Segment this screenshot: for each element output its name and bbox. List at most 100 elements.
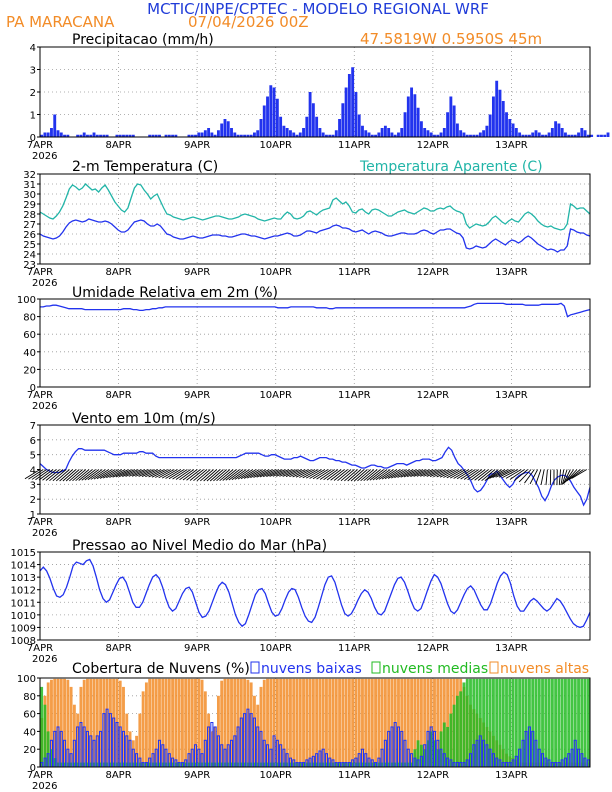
- wind-barb: [158, 469, 175, 479]
- precip-bar: [374, 134, 378, 137]
- cloud-bar: [325, 678, 328, 767]
- wind-barb: [250, 469, 267, 479]
- precip-bar: [187, 134, 191, 137]
- precip-bar: [82, 132, 86, 137]
- cloud-bar: [187, 762, 191, 767]
- cloud-bar: [383, 678, 387, 767]
- wind-barb: [65, 469, 80, 482]
- wind-barb: [509, 469, 525, 480]
- wind-barb: [141, 469, 159, 477]
- wind-barb: [81, 469, 96, 481]
- wind-barb: [357, 469, 371, 482]
- precip-bar: [603, 134, 607, 137]
- wind-barb: [571, 469, 587, 479]
- precip-bar: [105, 134, 109, 137]
- cloud-bar: [403, 678, 407, 767]
- wind-xtick-label: 11APR: [338, 517, 371, 528]
- precip-bar: [501, 101, 505, 137]
- wind-barb: [78, 469, 93, 481]
- wind-barb: [90, 469, 106, 480]
- precip-bar: [570, 134, 574, 137]
- wind-barb: [49, 469, 64, 482]
- press-ytick-label: 1013: [11, 573, 36, 584]
- precip-bar: [256, 130, 260, 137]
- wind-barb: [403, 469, 420, 478]
- cloud-bar: [131, 762, 135, 767]
- precip-bar: [190, 134, 194, 137]
- humid-ytick-label: 100: [17, 295, 36, 306]
- precip-bar: [154, 134, 158, 137]
- cloud-bar: [177, 762, 181, 767]
- cloud-bar: [361, 678, 364, 767]
- cloud-bar: [452, 704, 456, 767]
- clouds-xtick-label: 8APR: [105, 770, 131, 781]
- cloud-bar: [331, 678, 335, 767]
- wind-barb: [400, 469, 417, 478]
- precip-bar: [86, 134, 89, 137]
- cloud-bar: [351, 762, 355, 767]
- wind-barb: [262, 469, 280, 478]
- wind-barb: [69, 469, 83, 482]
- wind-barb: [148, 469, 165, 478]
- cloud-bar: [197, 678, 201, 767]
- wind-barb: [93, 469, 109, 480]
- wind-barb: [179, 469, 195, 481]
- wind-barb: [363, 469, 378, 482]
- cloud-bar: [230, 762, 233, 767]
- cloud-bar: [243, 678, 247, 767]
- cloud-bar: [272, 762, 276, 767]
- precip-bar: [338, 119, 341, 137]
- precip-bar: [485, 125, 489, 137]
- cloud-bar: [475, 678, 479, 767]
- wind-barb: [323, 469, 339, 481]
- cloud-bar: [413, 678, 417, 767]
- precip-bar: [148, 134, 152, 137]
- cloud-bar: [154, 762, 158, 767]
- precip-bar: [282, 125, 286, 137]
- wind-barb: [360, 469, 375, 482]
- cloud-bar: [364, 678, 368, 767]
- cloud-bar: [308, 762, 312, 767]
- cloud-bar: [328, 762, 332, 767]
- precip-bar: [194, 134, 197, 137]
- wind-barb: [31, 469, 47, 480]
- cloud-bar: [272, 678, 276, 767]
- precip-bar: [328, 134, 332, 137]
- precip-bar: [305, 116, 309, 137]
- temp-frame: [39, 173, 591, 265]
- cloud-bar: [442, 722, 446, 767]
- precip-bar: [383, 125, 387, 137]
- humid-frame: [39, 298, 591, 388]
- legend-mid-swatch: [371, 661, 381, 674]
- temp-ytick-label: 30: [23, 190, 36, 201]
- wind-barb: [135, 469, 152, 477]
- cloud-bar: [216, 762, 220, 767]
- header-run: 07/04/2026 00Z: [188, 13, 309, 31]
- precip-bar: [292, 132, 296, 137]
- cloud-bar: [164, 678, 168, 767]
- precip-bar: [59, 132, 63, 137]
- cloud-bar: [508, 678, 512, 767]
- wind-barb: [391, 469, 407, 479]
- cloud-bar: [226, 762, 230, 767]
- cloud-bar: [289, 678, 292, 767]
- precip-bar: [544, 134, 548, 137]
- cloud-bar: [302, 678, 305, 767]
- cloud-bar: [295, 678, 299, 767]
- precip-bar: [259, 119, 263, 137]
- precip-bar: [331, 134, 335, 137]
- wind-barb: [366, 469, 381, 481]
- cloud-cover-chart: Cobertura de Nuvens (%) nuvens baixas nu…: [17, 661, 591, 792]
- cloud-bar: [305, 762, 309, 767]
- wind-barb: [234, 469, 250, 480]
- cloud-bar: [570, 678, 574, 767]
- cloud-bar: [154, 678, 158, 767]
- cloud-bar: [406, 762, 410, 767]
- cloud-bar: [488, 678, 492, 767]
- cloud-bar: [400, 762, 404, 767]
- clouds-xtick-label: 9APR: [184, 770, 210, 781]
- cloud-bar: [226, 678, 230, 767]
- press-line: [39, 558, 591, 629]
- cloud-bar: [141, 762, 145, 767]
- precip-bar: [76, 134, 80, 137]
